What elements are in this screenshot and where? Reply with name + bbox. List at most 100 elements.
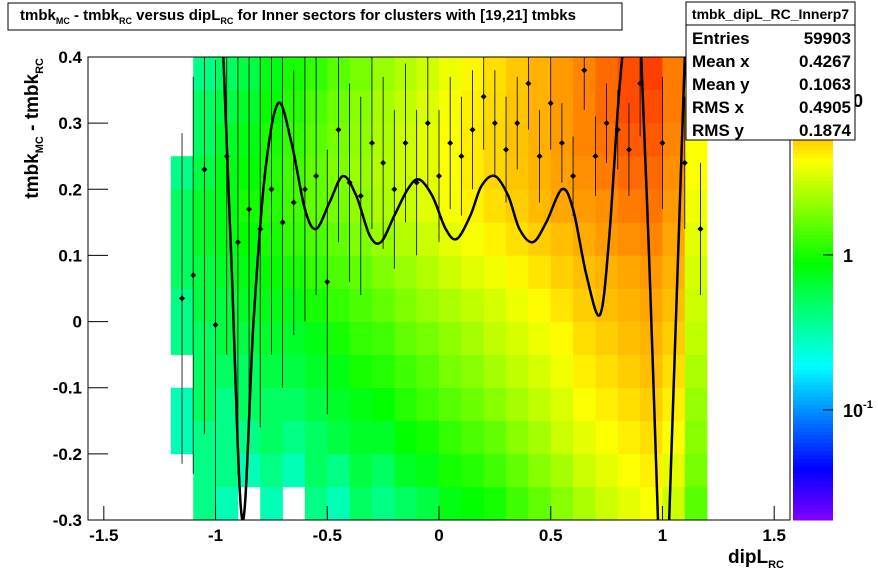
x-axis-title-part: dipL xyxy=(728,547,768,568)
heatmap-cell xyxy=(439,486,462,520)
heatmap-cell xyxy=(640,420,663,455)
profile-marker xyxy=(514,120,521,127)
heatmap-cell xyxy=(528,354,552,389)
heatmap-cell xyxy=(550,420,574,455)
heatmap-cell xyxy=(506,156,529,190)
stats-value: 0.4905 xyxy=(799,98,851,117)
heatmap-cell xyxy=(282,453,306,488)
color-bar-step xyxy=(793,176,833,181)
stats-label: Mean y xyxy=(692,75,750,94)
profile-marker xyxy=(659,139,666,146)
heatmap-cell xyxy=(304,453,328,488)
color-bar-step xyxy=(793,215,833,220)
color-bar-step xyxy=(793,404,833,409)
heatmap-cell xyxy=(573,189,596,223)
heatmap-cell xyxy=(282,420,306,455)
chart-title-part: MC xyxy=(56,16,70,26)
heatmap-cell xyxy=(684,156,708,190)
heatmap-cell xyxy=(483,189,507,223)
chart-title-part: RC xyxy=(119,16,132,26)
color-bar-step xyxy=(793,411,833,417)
heatmap-cell xyxy=(528,222,552,256)
x-tick-label: 0 xyxy=(434,526,443,545)
z-tick-text: 1 xyxy=(843,246,853,266)
heatmap-cell xyxy=(439,354,462,389)
heatmap-cell xyxy=(215,354,239,389)
heatmap-cell xyxy=(215,486,239,520)
heatmap-cell xyxy=(662,321,686,355)
heatmap-cell xyxy=(662,222,686,256)
heatmap-cell xyxy=(416,321,440,355)
heatmap-cell xyxy=(573,288,596,322)
heatmap-cell xyxy=(371,57,395,91)
heatmap-cell xyxy=(349,57,373,91)
profile-marker xyxy=(581,67,588,74)
heatmap-cell xyxy=(573,453,596,488)
heatmap-cell xyxy=(662,90,686,124)
heatmap-cell xyxy=(684,420,708,455)
heatmap-cell xyxy=(304,486,328,520)
profile-marker xyxy=(335,126,342,133)
heatmap-cell xyxy=(573,321,596,355)
heatmap-cell xyxy=(550,288,574,322)
profile-marker xyxy=(570,173,577,180)
color-bar-step xyxy=(793,184,833,189)
y-tick-label: 0 xyxy=(73,313,82,332)
color-bar-step xyxy=(793,242,833,247)
heatmap-cell xyxy=(483,387,507,422)
heatmap-cell xyxy=(439,387,462,422)
color-bar-step xyxy=(793,172,833,178)
heatmap-cell xyxy=(506,354,529,389)
heatmap-cell xyxy=(327,354,350,389)
color-bar-step xyxy=(793,323,833,328)
color-bar-step xyxy=(793,346,833,351)
color-bar-step xyxy=(793,161,833,166)
heatmap-cell xyxy=(349,420,373,455)
profile-marker xyxy=(324,278,331,285)
stats-value: 0.4267 xyxy=(799,52,851,71)
heatmap-cell xyxy=(371,354,395,389)
color-bar-step xyxy=(793,296,833,301)
heatmap-cell xyxy=(461,387,484,422)
y-axis-title-part: - tmbk xyxy=(22,73,43,136)
heatmap-cell xyxy=(282,387,306,422)
heatmap-cell xyxy=(640,57,663,91)
color-bar-step xyxy=(793,431,833,436)
color-bar-step xyxy=(793,203,833,208)
heatmap-cell xyxy=(617,486,641,520)
color-bar-step xyxy=(793,211,833,216)
color-bar-step xyxy=(793,357,833,363)
profile-marker xyxy=(697,225,704,232)
heatmap-cell xyxy=(506,486,529,520)
heatmap-cell xyxy=(573,486,596,520)
heatmap-cell xyxy=(260,453,283,488)
color-bar-step xyxy=(793,419,833,425)
heatmap-cell xyxy=(617,420,641,455)
heatmap-cell xyxy=(617,255,641,289)
heatmap-cell xyxy=(461,354,484,389)
stats-value: 0.1063 xyxy=(799,75,851,94)
heatmap-cell xyxy=(617,222,641,256)
color-bar-step xyxy=(793,462,833,467)
heatmap-cell xyxy=(327,321,350,355)
heatmap-cell xyxy=(371,486,395,520)
heatmap-cell xyxy=(528,453,552,488)
axes: -1.5 -1 -0.5 0 0.5 1 1.5 -0.3 -0.2 -0.1 0 0.1 0.2 0.3… xyxy=(22,48,786,571)
heatmap-cell xyxy=(550,321,574,355)
color-bar-step xyxy=(793,246,833,251)
heatmap-cell xyxy=(394,288,417,322)
heatmap-cell xyxy=(684,453,708,488)
y-axis-title-part: RC xyxy=(34,58,46,74)
color-bar-step xyxy=(793,334,833,340)
heatmap-cell xyxy=(640,354,663,389)
profile-marker xyxy=(391,186,398,193)
stats-label: RMS x xyxy=(692,98,745,117)
color-bar-step xyxy=(793,192,833,197)
color-bar-step xyxy=(793,157,833,162)
profile-marker xyxy=(380,159,387,166)
heatmap-cell xyxy=(528,321,552,355)
annotations: tmbkMC - tmbkRC versus dipLRC for Inner … xyxy=(7,1,856,141)
heatmap-cell xyxy=(416,222,440,256)
heatmap-cell xyxy=(349,387,373,422)
color-bar-step xyxy=(793,415,833,421)
